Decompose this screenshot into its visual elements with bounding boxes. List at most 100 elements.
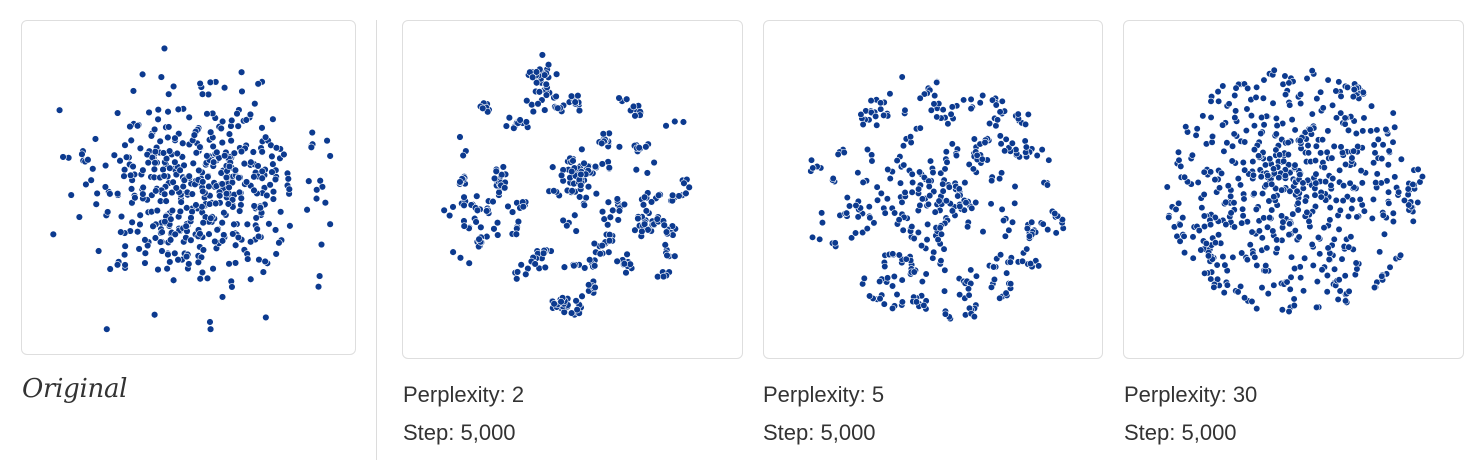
data-point — [577, 181, 585, 190]
data-point — [620, 200, 629, 209]
data-point — [262, 313, 270, 322]
data-point — [954, 192, 962, 200]
data-point — [477, 223, 485, 231]
data-point — [663, 251, 671, 260]
data-point — [508, 208, 517, 216]
data-point — [554, 104, 562, 112]
data-point — [1384, 188, 1393, 196]
data-point — [196, 79, 204, 88]
data-point — [1283, 278, 1291, 286]
data-point — [620, 260, 629, 268]
perplexity-label: Perplexity: 5 — [763, 382, 885, 407]
data-point — [199, 246, 208, 254]
data-point — [209, 142, 217, 151]
data-point — [154, 265, 162, 274]
data-point — [924, 200, 933, 208]
data-point — [843, 209, 851, 217]
data-point — [596, 250, 604, 258]
data-point — [284, 175, 292, 183]
data-point — [605, 237, 614, 245]
data-point — [212, 199, 220, 208]
data-point — [574, 91, 582, 100]
data-point — [1277, 212, 1286, 220]
data-point — [237, 147, 246, 156]
data-point — [902, 255, 910, 263]
data-point — [622, 269, 630, 277]
data-point — [1238, 249, 1246, 257]
data-point — [1367, 102, 1376, 110]
data-point — [147, 132, 156, 140]
data-point — [1201, 269, 1209, 277]
data-point — [55, 106, 64, 114]
data-point — [1239, 205, 1247, 213]
data-point — [540, 71, 549, 79]
data-point — [1295, 233, 1303, 241]
data-point — [139, 183, 147, 192]
data-point — [567, 92, 576, 100]
data-point — [964, 223, 972, 231]
data-point — [1240, 195, 1248, 203]
data-point — [218, 180, 226, 188]
data-point — [253, 225, 261, 233]
data-point — [1246, 241, 1254, 249]
data-point — [199, 178, 207, 186]
data-point — [1207, 168, 1215, 176]
data-point — [1336, 206, 1344, 214]
data-point — [990, 275, 999, 284]
data-point — [1371, 149, 1379, 157]
data-point — [1175, 199, 1183, 207]
data-point — [1239, 212, 1247, 220]
data-point — [516, 116, 524, 124]
plot-original — [21, 20, 356, 355]
data-point — [1311, 191, 1319, 199]
data-point — [225, 260, 233, 268]
data-point — [183, 204, 191, 212]
data-point — [128, 218, 136, 226]
data-point — [541, 263, 549, 272]
data-point — [242, 116, 250, 124]
data-point — [168, 188, 176, 197]
data-point — [252, 214, 260, 222]
data-point — [218, 219, 226, 227]
data-point — [250, 186, 258, 195]
data-point — [679, 118, 688, 126]
data-point — [206, 128, 215, 136]
data-point — [139, 166, 147, 174]
data-point — [1239, 158, 1247, 167]
data-point — [120, 251, 129, 259]
data-point — [1222, 198, 1230, 206]
data-point — [164, 133, 172, 142]
data-point — [944, 120, 952, 128]
data-point — [317, 240, 326, 249]
scatter-perplexity-2 — [440, 51, 693, 319]
data-point — [221, 152, 229, 160]
data-point — [876, 277, 884, 286]
data-point — [1238, 219, 1246, 227]
data-point — [1234, 174, 1242, 183]
data-point — [1297, 99, 1305, 108]
data-point — [1269, 227, 1277, 235]
data-point — [159, 149, 168, 157]
data-point — [1264, 290, 1272, 298]
data-point — [1330, 142, 1338, 150]
data-point — [1350, 147, 1358, 155]
data-point — [614, 216, 622, 224]
data-point — [880, 300, 888, 308]
data-point — [235, 174, 243, 182]
data-point — [492, 167, 500, 175]
data-point — [1323, 271, 1331, 280]
data-point — [972, 198, 980, 207]
data-point — [228, 116, 236, 125]
data-point — [188, 190, 196, 198]
data-point — [987, 200, 995, 208]
data-point — [1266, 155, 1274, 163]
data-point — [225, 183, 233, 192]
data-point — [1312, 142, 1320, 150]
data-point — [1296, 90, 1305, 98]
data-point — [1260, 121, 1268, 129]
data-point — [78, 150, 86, 158]
data-point — [898, 298, 906, 306]
data-point — [1325, 255, 1333, 264]
data-point — [956, 202, 964, 210]
data-point — [942, 148, 950, 156]
